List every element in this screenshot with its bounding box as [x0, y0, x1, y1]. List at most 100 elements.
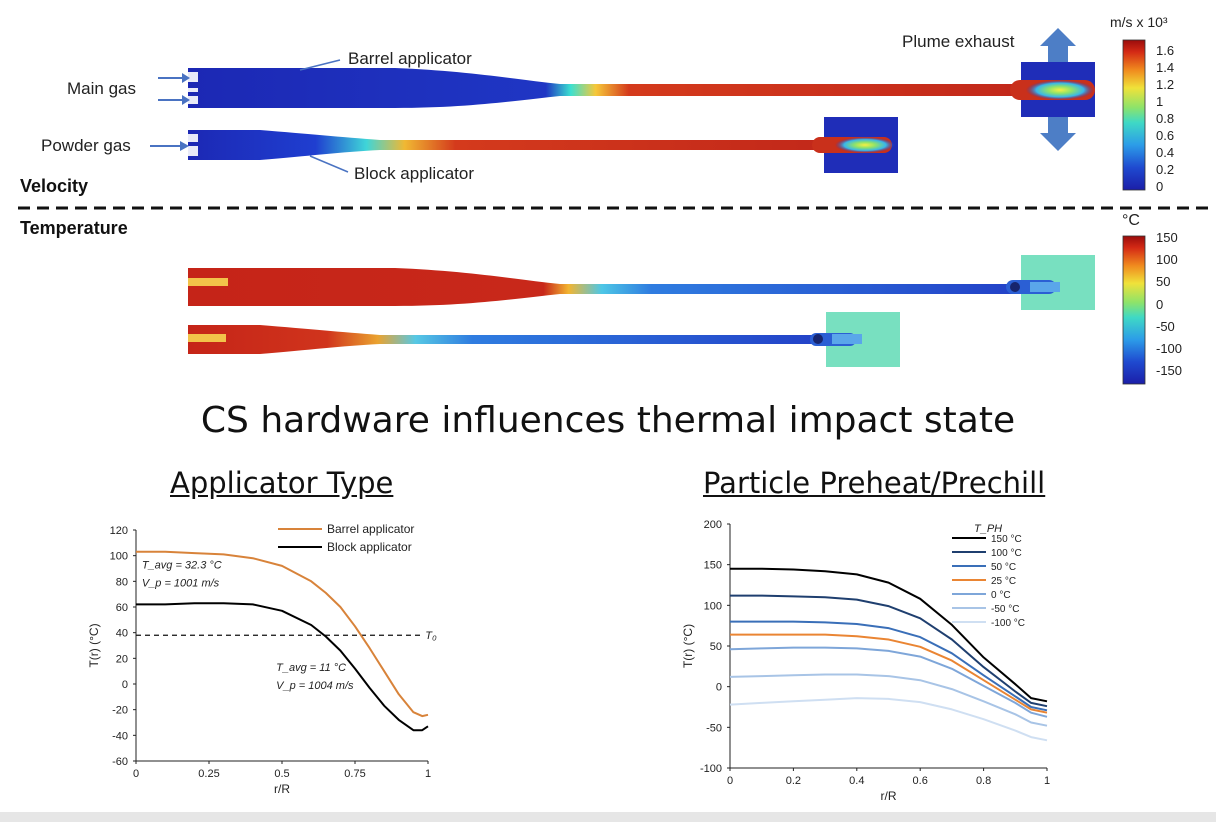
headline: CS hardware influences thermal impact st… [200, 400, 1016, 441]
legend-label-4: 0 °C [991, 590, 1011, 601]
velocity-colorbar-tick-6: 0.4 [1156, 145, 1175, 160]
velocity-block-nozzle [188, 130, 825, 160]
legend-label-0: 150 °C [991, 534, 1022, 545]
legend-label-1: 100 °C [991, 548, 1022, 559]
y-tick-label: -40 [112, 730, 128, 742]
powder-gas-label: Powder gas [41, 136, 131, 155]
x-tick-label: 0.2 [786, 775, 801, 787]
legend-label-6: -100 °C [991, 618, 1025, 629]
series-line-3 [730, 633, 1048, 714]
main-gas-arrows [158, 73, 190, 105]
series-line-1 [730, 594, 1048, 708]
y-tick-label: 60 [116, 602, 128, 614]
annotation-barrel-temp: T_avg = 32.3 °C [142, 560, 222, 572]
x-tick-label: 1 [425, 768, 431, 780]
y-tick-label: 50 [710, 641, 722, 653]
velocity-colorbar [1122, 39, 1146, 191]
preheat-prechill-chart: 200 150 100 50 0 -50 -100 0 0.2 0.4 0.6 0.8 1 r/R T(r)… [681, 519, 1050, 803]
temperature-colorbar-tick-5: -100 [1156, 340, 1183, 356]
powder-gas-arrow [150, 141, 189, 151]
annotation-block-velocity: V_p = 1004 m/s [276, 680, 354, 692]
y-tick-label: 150 [704, 560, 722, 572]
y-tick-label: -100 [700, 763, 722, 775]
velocity-colorbar-tick-0: 1.6 [1156, 43, 1175, 58]
block-applicator-label: Block applicator [354, 164, 475, 183]
velocity-block-plume [812, 117, 898, 173]
legend-label-3: 25 °C [991, 576, 1016, 587]
x-axis-label: r/R [274, 782, 290, 796]
applicator-type-chart: 120 100 80 60 40 20 0 -20 -40 -60 0 0.25 0.5 0.75 1 r/R… [87, 522, 437, 796]
temperature-block-nozzle [188, 325, 820, 354]
y-tick-label: 0 [716, 682, 722, 694]
temperature-section-label: Temperature [20, 218, 128, 238]
velocity-colorbar-tick-7: 0.2 [1156, 162, 1175, 177]
temperature-colorbar-unit: °C [1122, 212, 1140, 229]
reference-line-label: T₀ [425, 630, 437, 642]
temperature-barrel-nozzle [188, 268, 1015, 306]
legend-label-1: Block applicator [327, 540, 412, 554]
temperature-block-plume [810, 312, 900, 367]
y-tick-label: 120 [110, 525, 128, 537]
x-tick-label: 0.6 [913, 775, 928, 787]
temperature-colorbar-tick-2: 50 [1156, 274, 1171, 290]
temperature-colorbar-tick-4: -50 [1156, 318, 1175, 334]
velocity-colorbar-tick-2: 1.2 [1156, 77, 1175, 92]
x-tick-label: 0 [133, 768, 139, 780]
temperature-colorbar-tick-1: 100 [1156, 252, 1178, 268]
series-line-6 [729, 697, 1048, 742]
legend-label-5: -50 °C [991, 604, 1019, 615]
x-tick-label: 1 [1044, 775, 1050, 787]
x-tick-label: 0.25 [198, 768, 219, 780]
flow-field-illustration [18, 28, 1212, 385]
series-line-5 [729, 673, 1048, 727]
annotation-block-temp: T_avg = 11 °C [276, 662, 346, 674]
temperature-colorbar-tick-3: 0 [1156, 296, 1164, 312]
block-callout-line [309, 155, 349, 173]
annotation-barrel-velocity: V_p = 1001 m/s [142, 577, 220, 589]
x-tick-label: 0 [727, 775, 733, 787]
y-tick-label: 200 [704, 519, 722, 531]
series-line-0 [730, 567, 1048, 703]
velocity-section-label: Velocity [20, 176, 89, 196]
barrel-callout-line [299, 59, 341, 71]
x-tick-label: 0.75 [344, 768, 365, 780]
plume-exhaust-label: Plume exhaust [902, 32, 1015, 51]
barrel-applicator-label: Barrel applicator [348, 49, 472, 68]
y-tick-label: -20 [112, 705, 128, 717]
velocity-colorbar-unit: m/s x 10³ [1110, 14, 1168, 30]
velocity-colorbar-tick-5: 0.6 [1156, 128, 1175, 143]
y-tick-label: 40 [116, 628, 128, 640]
x-tick-label: 0.5 [274, 768, 289, 780]
bottom-scroll-strip [0, 812, 1216, 822]
legend-title: T_PH [974, 523, 1002, 535]
y-tick-label: 0 [122, 679, 128, 691]
y-tick-label: 20 [116, 653, 128, 665]
velocity-barrel-plume [1010, 62, 1095, 117]
y-tick-label: 80 [116, 576, 128, 588]
temperature-colorbar-tick-6: -150 [1156, 363, 1183, 378]
velocity-colorbar-tick-3: 1 [1156, 94, 1164, 109]
velocity-barrel-nozzle [188, 68, 1020, 108]
legend-label-0: Barrel applicator [327, 522, 414, 536]
x-axis-label: r/R [881, 789, 897, 803]
x-tick-label: 0.8 [976, 775, 991, 787]
temperature-colorbar [1122, 235, 1146, 385]
y-tick-label: -60 [112, 756, 128, 768]
series-line-2 [730, 620, 1048, 712]
temperature-barrel-plume [1006, 255, 1095, 310]
applicator-type-heading: Applicator Type [170, 466, 394, 500]
velocity-colorbar-tick-8: 0 [1156, 179, 1164, 194]
velocity-colorbar-tick-1: 1.4 [1156, 60, 1175, 75]
y-tick-label: 100 [110, 551, 128, 563]
series-line-1 [136, 602, 429, 732]
series-line-4 [729, 646, 1048, 718]
temperature-colorbar-tick-0: 150 [1156, 230, 1178, 245]
particle-preheat-heading: Particle Preheat/Prechill [703, 466, 1046, 500]
y-tick-label: 100 [704, 600, 722, 612]
x-tick-label: 0.4 [849, 775, 864, 787]
main-gas-label: Main gas [67, 79, 136, 98]
y-axis-label: T(r) (°C) [681, 624, 695, 668]
y-axis-label: T(r) (°C) [87, 623, 101, 667]
legend-label-2: 50 °C [991, 562, 1016, 573]
plume-exhaust-arrows [1040, 28, 1076, 151]
